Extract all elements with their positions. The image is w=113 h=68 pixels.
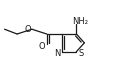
Text: N: N bbox=[53, 49, 60, 58]
Text: O: O bbox=[39, 42, 45, 51]
Text: NH₂: NH₂ bbox=[71, 17, 87, 26]
Text: O: O bbox=[24, 25, 30, 34]
Text: S: S bbox=[78, 49, 83, 58]
